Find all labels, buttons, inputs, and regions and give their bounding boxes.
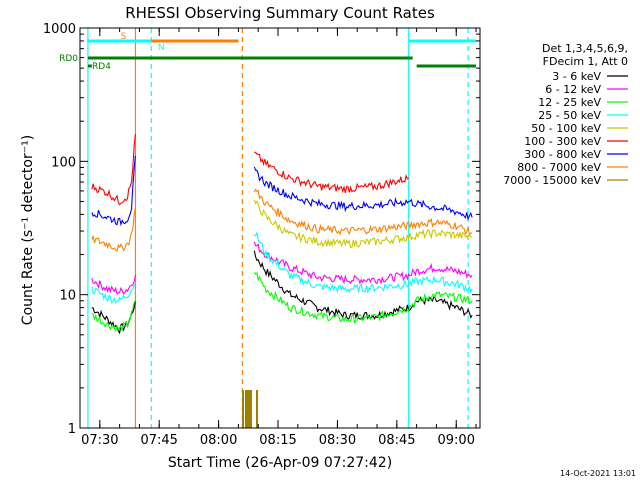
legend-label: 300 - 800 keV [524, 148, 601, 161]
series-line-6 [91, 155, 473, 227]
x-tick-label: 08:30 [319, 433, 356, 448]
flag-label-n: N [158, 43, 165, 53]
legend-label: 6 - 12 keV [545, 83, 601, 96]
chart-title: RHESSI Observing Summary Count Rates [125, 4, 435, 22]
legend-label: 12 - 25 keV [538, 96, 601, 109]
legend-header-1: FDecim 1, Att 0 [543, 55, 628, 68]
x-tick-label: 07:45 [140, 433, 177, 448]
series-line-3 [91, 230, 473, 304]
y-tick-label: 1 [68, 422, 76, 437]
flag-label-rd4: RD4 [92, 62, 111, 72]
legend-label: 800 - 7000 keV [517, 161, 601, 174]
x-tick-label: 08:45 [378, 433, 415, 448]
decim-bar-2 [256, 390, 258, 428]
y-tick-label: 100 [51, 155, 76, 170]
x-tick-label: 08:15 [259, 433, 296, 448]
series-line-7 [91, 188, 473, 252]
y-tick-label: 1000 [43, 22, 76, 37]
decim-bar-1 [245, 390, 252, 428]
plot-frame [79, 27, 481, 429]
series-line-4 [253, 199, 473, 248]
y-tick-label: 10 [59, 289, 76, 304]
y-axis-label: Count Rate (s⁻¹ detector⁻¹) [20, 135, 36, 325]
legend-label: 3 - 6 keV [552, 70, 601, 83]
legend-label: 50 - 100 keV [531, 122, 601, 135]
legend-label: 100 - 300 keV [524, 135, 601, 148]
legend-label: 25 - 50 keV [538, 109, 601, 122]
legend-label: 7000 - 15000 keV [503, 174, 601, 187]
x-axis-label: Start Time (26-Apr-09 07:27:42) [168, 455, 392, 471]
x-tick-label: 07:30 [81, 433, 118, 448]
legend: Det 1,3,4,5,6,9,FDecim 1, Att 0 3 - 6 keV… [503, 42, 628, 187]
decim-bar-0 [242, 390, 244, 428]
series-group [91, 134, 473, 335]
x-tick-label: 08:00 [200, 433, 237, 448]
series-line-1 [91, 241, 473, 295]
flag-label-s: S [121, 32, 127, 42]
legend-header-0: Det 1,3,4,5,6,9, [542, 42, 628, 55]
axes: 07:30 07:45 08:00 08:15 08:30 08:45 09:00 1 10 10… [43, 22, 481, 448]
series-line-0 [91, 250, 473, 335]
flag-label-rd0: RD0 [59, 54, 78, 64]
plot-area: S N RD0 RD4 [59, 28, 477, 428]
x-tick-label: 09:00 [438, 433, 475, 448]
series-line-5 [91, 134, 410, 206]
timestamp: 14-Oct-2021 13:01 [560, 469, 636, 478]
series-line-2 [91, 271, 473, 332]
